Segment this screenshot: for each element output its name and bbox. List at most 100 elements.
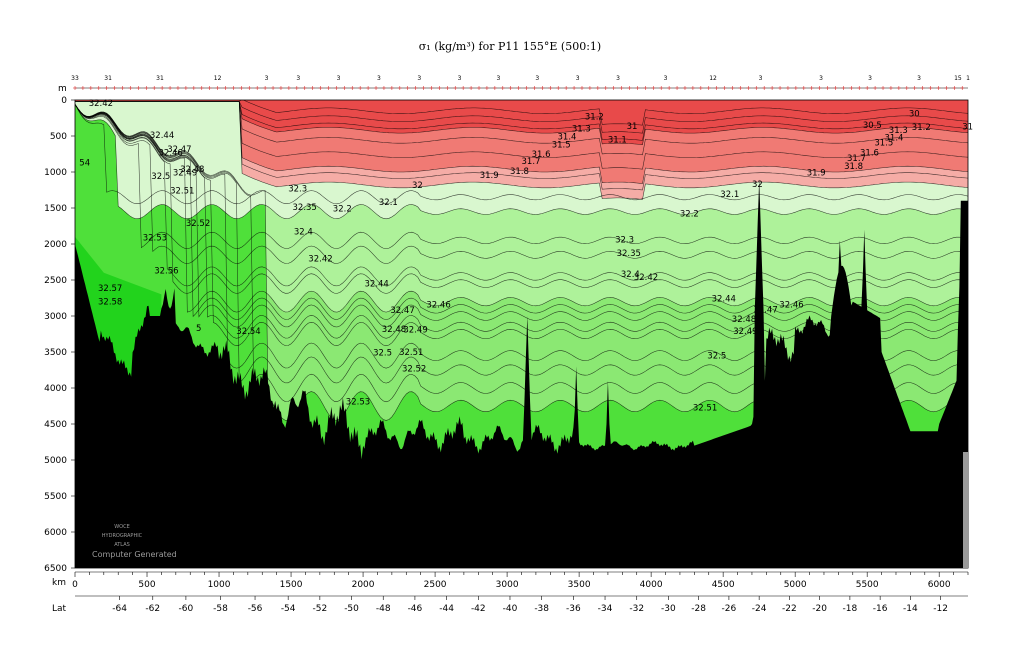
contour-label: 32.49: [173, 169, 197, 179]
contour-label: 31.3: [572, 125, 591, 135]
latitude-tick-label: -34: [598, 604, 613, 614]
station-label: 12: [709, 75, 717, 82]
watermark-line1: WOCE: [114, 524, 130, 530]
latitude-tick-label: -24: [752, 604, 767, 614]
contour-label: 31.2: [585, 112, 604, 122]
isopycnal-32: [75, 101, 968, 200]
depth-tick-label: 500: [50, 132, 67, 142]
watermark-line2: HYDROGRAPHIC: [102, 533, 143, 539]
latitude-tick-label: -28: [691, 604, 706, 614]
contour-label: 32.2: [333, 205, 352, 215]
chart-title: σ₁ (kg/m³) for P11 155°E (500:1): [418, 40, 602, 53]
contour-label: 32.5: [373, 349, 392, 359]
depth-tick-label: 6000: [44, 528, 67, 538]
contour-label: 32.49: [403, 326, 427, 336]
latitude-label: Lat: [52, 604, 67, 614]
contour-label: 54: [79, 159, 90, 169]
isopycnal-32.47: [75, 104, 968, 328]
depth-tick-label: 4000: [44, 384, 67, 394]
contour-label: 32.4: [621, 270, 640, 280]
woce-watermark: WOCE HYDROGRAPHIC ATLAS Computer Generat…: [92, 524, 177, 559]
station-label: 3: [759, 75, 763, 82]
contour-label: 32.54: [236, 327, 260, 337]
contour-label: 31.7: [522, 157, 541, 167]
station-axis: 33 31 31 12 3 3 3 3 3 3 3 3 3 3 3 12 3 3 3 3 15 1: [71, 75, 970, 90]
station-label: 15: [954, 75, 962, 82]
distance-tick-label: 0: [72, 580, 78, 590]
contour-label: 32.53: [346, 398, 370, 408]
isopycnal-32.42: [75, 104, 968, 294]
contour-label: 32.35: [293, 203, 317, 213]
latitude-tick-label: -48: [376, 604, 391, 614]
contour-label: 32.35: [617, 249, 641, 259]
contour-label: 32: [752, 180, 763, 190]
latitude-tick-label: -32: [629, 604, 644, 614]
contour-label: 31.7: [847, 154, 866, 164]
station-label: 3: [458, 75, 462, 82]
latitude-tick-label: -20: [812, 604, 827, 614]
contour-label: 32.52: [186, 219, 210, 229]
contour-label: 32.53: [143, 233, 167, 243]
contour-label: 30.5: [863, 121, 882, 131]
contour-label: 32.42: [634, 273, 658, 283]
depth-tick-label: 2000: [44, 240, 67, 250]
depth-unit-label: m: [58, 84, 67, 94]
latitude-tick-label: -44: [439, 604, 454, 614]
contour-label: 32.1: [720, 190, 739, 200]
latitude-tick-label: -62: [145, 604, 160, 614]
distance-tick-label: 2000: [352, 580, 375, 590]
latitude-tick-label: -52: [313, 604, 328, 614]
latitude-tick-label: -42: [471, 604, 486, 614]
latitude-tick-label: -64: [112, 604, 127, 614]
latitude-tick-label: -56: [248, 604, 263, 614]
station-label: 3: [377, 75, 381, 82]
contour-label: 31.5: [874, 138, 893, 148]
distance-tick-label: 5500: [856, 580, 879, 590]
distance-axis: 0 500 1000 1500 2000 2500 3000 3500 4000 4500 5000…: [72, 571, 969, 590]
depth-tick-label: 1500: [44, 204, 67, 214]
depth-tick-label: 5500: [44, 492, 67, 502]
latitude-tick-label: -14: [903, 604, 918, 614]
contour-label: 32.1: [379, 198, 398, 208]
station-label: 3: [296, 75, 300, 82]
station-label: 3: [868, 75, 872, 82]
distance-tick-label: 500: [138, 580, 155, 590]
contour-label: 31.8: [844, 162, 863, 172]
contour-label: 32.3: [288, 184, 307, 194]
contour-label: 32.51: [399, 348, 423, 358]
watermark-line4: Computer Generated: [92, 550, 177, 559]
contour-label: 31.8: [510, 167, 529, 177]
contour-label: 32.47: [753, 305, 777, 315]
latitude-tick-label: -54: [281, 604, 296, 614]
contour-label: 32.51: [693, 403, 717, 413]
contour-label: 32.46: [159, 148, 183, 158]
contour-label: 32.42: [89, 99, 113, 109]
plot-area: [75, 100, 968, 568]
contour-label: 32.44: [712, 295, 736, 305]
station-label: 3: [917, 75, 921, 82]
depth-tick-label: 5000: [44, 456, 67, 466]
depth-tick-label: 1000: [44, 168, 67, 178]
contour-label: 31: [627, 122, 638, 132]
isopycnal-32.3: [75, 104, 968, 249]
isopycnal-32.35: [75, 104, 968, 264]
contour-label: 32.4: [294, 228, 313, 238]
contour-label: 31.6: [860, 148, 879, 158]
contour-label: 31.3: [889, 126, 908, 136]
station-label: 3: [265, 75, 269, 82]
contour-label: 32: [412, 181, 423, 191]
latitude-tick-label: -18: [843, 604, 858, 614]
distance-tick-label: 1000: [208, 580, 231, 590]
contour-label: 32.47: [390, 306, 414, 316]
contour-label: 32.51: [170, 187, 194, 197]
latitude-tick-label: -36: [566, 604, 581, 614]
right-grey-strip: [963, 452, 968, 568]
contour-label: 32.5: [151, 172, 170, 182]
contour-label: 32.44: [365, 280, 389, 290]
contour-label: 32.58: [98, 298, 122, 308]
contour-label: 31.9: [480, 171, 499, 181]
contour-label: 32.46: [426, 300, 450, 310]
isopycnal-32.44: [75, 104, 968, 313]
distance-tick-label: 1500: [280, 580, 303, 590]
contour-label: 32.5: [707, 352, 726, 362]
